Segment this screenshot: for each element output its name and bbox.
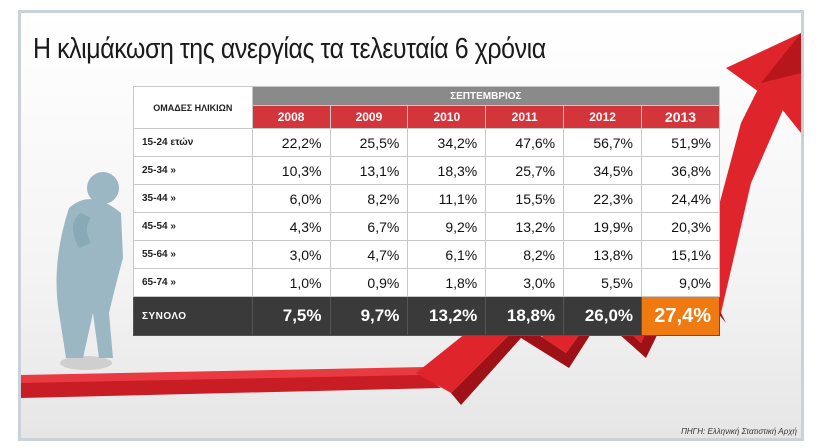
table-cell: 15,1% bbox=[641, 240, 720, 269]
year-header: 2010 bbox=[407, 105, 487, 129]
arrow-base-ribbon-highlight bbox=[21, 367, 426, 383]
person-figure bbox=[56, 172, 123, 370]
table-cell: 18,3% bbox=[407, 156, 487, 185]
year-header: 2013 bbox=[641, 105, 720, 129]
unemployment-table: ΟΜΑΔΕΣ ΗΛΙΚΙΩΝ ΣΕΠΤΕΜΒΡΙΟΣ 2008 2009 201… bbox=[133, 86, 721, 336]
age-group-label: 15-24 ετών bbox=[133, 128, 253, 157]
source-note: ΠΗΓΗ: Ελληνική Στατιστική Αρχή bbox=[681, 427, 797, 436]
age-group-label: 25-34 » bbox=[133, 156, 253, 185]
table-cell: 10,3% bbox=[251, 156, 331, 185]
table-cell: 8,2% bbox=[485, 240, 565, 269]
table-cell: 8,2% bbox=[329, 184, 409, 213]
table-cell: 15,5% bbox=[485, 184, 565, 213]
year-header: 2008 bbox=[251, 105, 331, 129]
age-group-label: 65-74 » bbox=[133, 268, 253, 297]
table-cell: 51,9% bbox=[641, 128, 720, 157]
table-row: 15-24 ετών 22,2% 25,5% 34,2% 47,6% 56,7%… bbox=[133, 128, 720, 157]
total-label: ΣΥΝΟΛΟ bbox=[133, 296, 253, 336]
table-cell: 20,3% bbox=[641, 212, 720, 241]
table-cell: 34,2% bbox=[407, 128, 487, 157]
total-row: ΣΥΝΟΛΟ 7,5% 9,7% 13,2% 18,8% 26,0% 27,4% bbox=[133, 296, 720, 336]
table-cell: 1,0% bbox=[251, 268, 331, 297]
table-cell: 19,9% bbox=[563, 212, 643, 241]
table-cell: 5,5% bbox=[563, 268, 643, 297]
table-cell: 4,3% bbox=[251, 212, 331, 241]
table-row: 25-34 » 10,3% 13,1% 18,3% 25,7% 34,5% 36… bbox=[133, 156, 720, 185]
row-header-label: ΟΜΑΔΕΣ ΗΛΙΚΙΩΝ bbox=[133, 86, 253, 129]
page-title: Η κλιμάκωση της ανεργίας τα τελευταία 6 … bbox=[33, 33, 546, 65]
table-cell: 47,6% bbox=[485, 128, 565, 157]
table-cell: 13,2% bbox=[485, 212, 565, 241]
table-cell: 0,9% bbox=[329, 268, 409, 297]
table-row: 35-44 » 6,0% 8,2% 11,1% 15,5% 22,3% 24,4… bbox=[133, 184, 720, 213]
table-row: 55-64 » 3,0% 4,7% 6,1% 8,2% 13,8% 15,1% bbox=[133, 240, 720, 269]
year-header: 2009 bbox=[329, 105, 409, 129]
table-cell: 3,0% bbox=[251, 240, 331, 269]
table-cell: 36,8% bbox=[641, 156, 720, 185]
column-group-label: ΣΕΠΤΕΜΒΡΙΟΣ bbox=[251, 86, 721, 106]
table-cell: 11,1% bbox=[407, 184, 487, 213]
table-cell: 6,1% bbox=[407, 240, 487, 269]
total-cell: 7,5% bbox=[251, 296, 331, 336]
table-cell: 9,2% bbox=[407, 212, 487, 241]
table-cell: 25,7% bbox=[485, 156, 565, 185]
age-group-label: 35-44 » bbox=[133, 184, 253, 213]
table-cell: 1,8% bbox=[407, 268, 487, 297]
year-header: 2012 bbox=[563, 105, 643, 129]
table-row: 45-54 » 4,3% 6,7% 9,2% 13,2% 19,9% 20,3% bbox=[133, 212, 720, 241]
table-cell: 24,4% bbox=[641, 184, 720, 213]
table-cell: 4,7% bbox=[329, 240, 409, 269]
total-cell: 13,2% bbox=[407, 296, 487, 336]
total-cell: 26,0% bbox=[563, 296, 643, 336]
table-cell: 3,0% bbox=[485, 268, 565, 297]
table-cell: 56,7% bbox=[563, 128, 643, 157]
table-cell: 6,7% bbox=[329, 212, 409, 241]
table-cell: 13,1% bbox=[329, 156, 409, 185]
year-header: 2011 bbox=[485, 105, 565, 129]
age-group-label: 55-64 » bbox=[133, 240, 253, 269]
total-cell-highlight: 27,4% bbox=[641, 296, 720, 336]
total-cell: 9,7% bbox=[329, 296, 409, 336]
infographic-frame: Η κλιμάκωση της ανεργίας τα τελευταία 6 … bbox=[18, 10, 804, 441]
total-cell: 18,8% bbox=[485, 296, 565, 336]
table-row: 65-74 » 1,0% 0,9% 1,8% 3,0% 5,5% 9,0% bbox=[133, 268, 720, 297]
table-cell: 34,5% bbox=[563, 156, 643, 185]
table-cell: 6,0% bbox=[251, 184, 331, 213]
age-group-label: 45-54 » bbox=[133, 212, 253, 241]
table-cell: 25,5% bbox=[329, 128, 409, 157]
table-cell: 13,8% bbox=[563, 240, 643, 269]
arrow-head-shade bbox=[761, 33, 801, 83]
table-cell: 22,2% bbox=[251, 128, 331, 157]
table-cell: 9,0% bbox=[641, 268, 720, 297]
table-cell: 22,3% bbox=[563, 184, 643, 213]
